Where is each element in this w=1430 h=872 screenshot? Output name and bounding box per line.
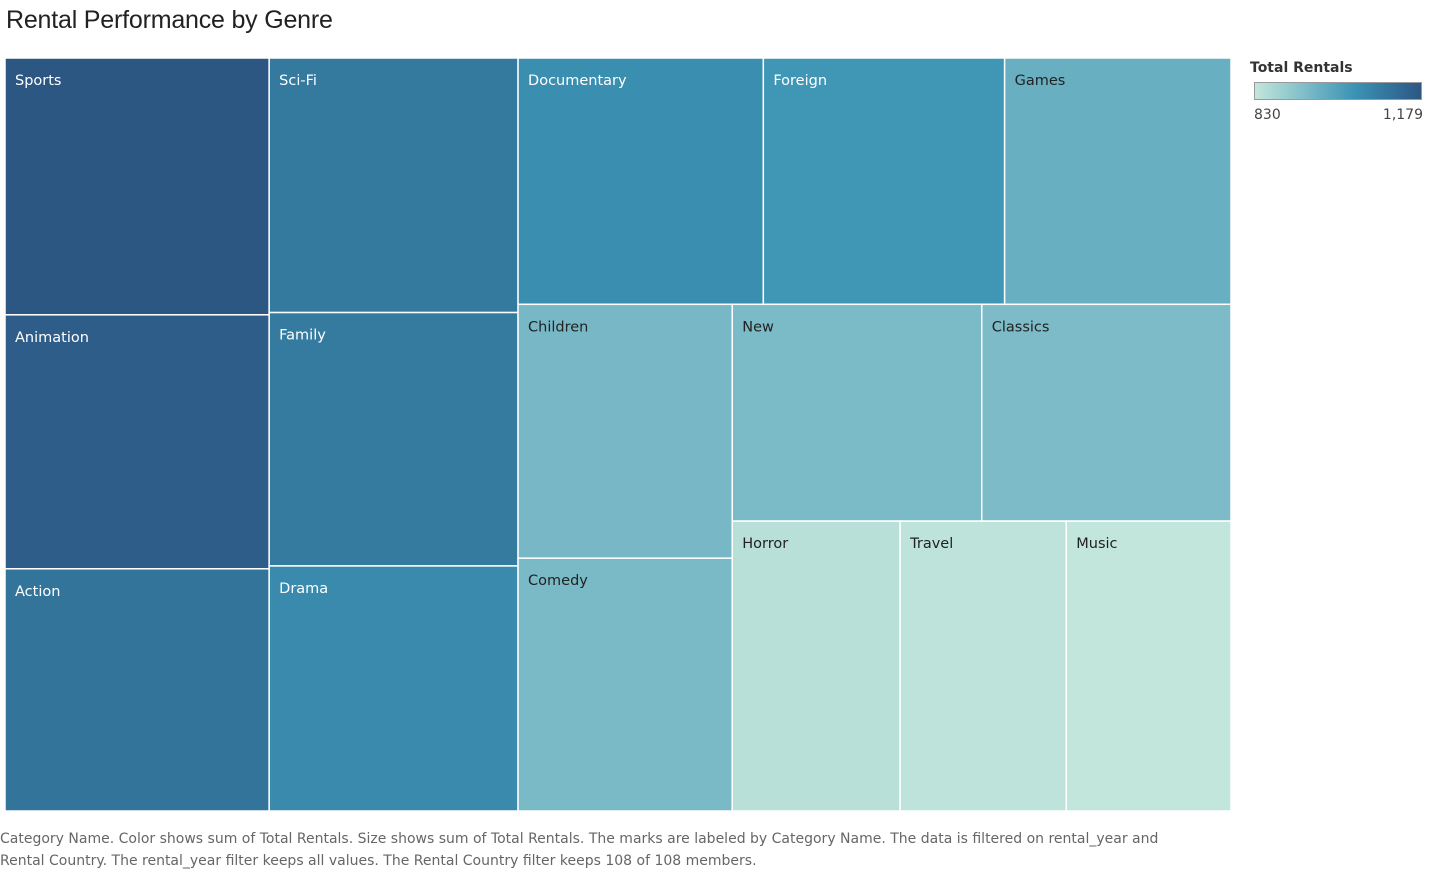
tile-rect-games[interactable] — [1003, 57, 1232, 306]
tile-classics[interactable]: Classics — [980, 303, 1232, 522]
tile-documentary[interactable]: Documentary — [517, 57, 765, 306]
tile-rect-horror[interactable] — [731, 520, 901, 812]
tile-music[interactable]: Music — [1065, 520, 1232, 812]
tile-label-documentary: Documentary — [528, 73, 627, 89]
tile-label-sports: Sports — [15, 73, 61, 89]
tile-action[interactable]: Action — [4, 568, 270, 812]
tile-label-classics: Classics — [992, 319, 1050, 335]
tile-rect-comedy[interactable] — [517, 557, 733, 812]
tile-animation[interactable]: Animation — [4, 314, 270, 570]
tile-rect-animation[interactable] — [4, 314, 270, 570]
tile-rect-sports[interactable] — [4, 57, 270, 316]
tile-label-horror: Horror — [742, 536, 788, 552]
tile-label-travel: Travel — [909, 536, 953, 552]
caption-line-1: Category Name. Color shows sum of Total … — [0, 831, 1159, 847]
tile-label-games: Games — [1015, 73, 1066, 89]
tile-label-animation: Animation — [15, 330, 89, 346]
tile-comedy[interactable]: Comedy — [517, 557, 733, 812]
caption-line-2: Rental Country. The rental_year filter k… — [0, 853, 757, 869]
legend-title: Total Rentals — [1250, 60, 1353, 76]
tile-horror[interactable]: Horror — [731, 520, 901, 812]
tile-foreign[interactable]: Foreign — [762, 57, 1006, 306]
legend-max-label: 1,179 — [1382, 107, 1423, 123]
tile-label-drama: Drama — [279, 581, 328, 597]
tile-label-family: Family — [279, 328, 326, 344]
tile-family[interactable]: Family — [268, 311, 519, 567]
tile-sci-fi[interactable]: Sci-Fi — [268, 57, 519, 314]
tile-rect-drama[interactable] — [268, 565, 519, 812]
tile-rect-travel[interactable] — [899, 520, 1068, 812]
tile-rect-music[interactable] — [1065, 520, 1232, 812]
tile-sports[interactable]: Sports — [4, 57, 270, 316]
tile-new[interactable]: New — [731, 303, 983, 522]
tile-children[interactable]: Children — [517, 303, 733, 559]
tile-travel[interactable]: Travel — [899, 520, 1068, 812]
tile-label-foreign: Foreign — [773, 73, 827, 89]
tile-rect-action[interactable] — [4, 568, 270, 812]
tile-label-music: Music — [1076, 536, 1117, 552]
legend-min-label: 830 — [1254, 107, 1281, 123]
tile-label-action: Action — [15, 584, 60, 600]
tile-label-children: Children — [528, 319, 588, 335]
tile-rect-family[interactable] — [268, 311, 519, 567]
tile-label-comedy: Comedy — [528, 573, 588, 589]
tile-rect-new[interactable] — [731, 303, 983, 522]
tile-games[interactable]: Games — [1003, 57, 1232, 306]
treemap-chart: Sports Animation Action Sci-Fi Family Drama Do… — [4, 57, 1232, 812]
tile-rect-foreign[interactable] — [762, 57, 1006, 306]
tile-label-sci-fi: Sci-Fi — [279, 73, 317, 89]
tile-rect-classics[interactable] — [980, 303, 1232, 522]
tile-drama[interactable]: Drama — [268, 565, 519, 812]
chart-title: Rental Performance by Genre — [6, 6, 333, 34]
tile-rect-sci-fi[interactable] — [268, 57, 519, 314]
tile-rect-documentary[interactable] — [517, 57, 765, 306]
legend-color-ramp — [1254, 82, 1422, 100]
tile-rect-children[interactable] — [517, 303, 733, 559]
chart-caption: Category Name. Color shows sum of Total … — [0, 828, 1240, 872]
tile-label-new: New — [742, 319, 774, 335]
